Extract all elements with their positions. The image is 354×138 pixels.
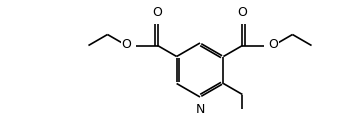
- Text: N: N: [195, 103, 205, 116]
- Text: O: O: [238, 6, 247, 19]
- Text: O: O: [268, 38, 278, 51]
- Text: O: O: [153, 6, 162, 19]
- Text: O: O: [122, 38, 132, 51]
